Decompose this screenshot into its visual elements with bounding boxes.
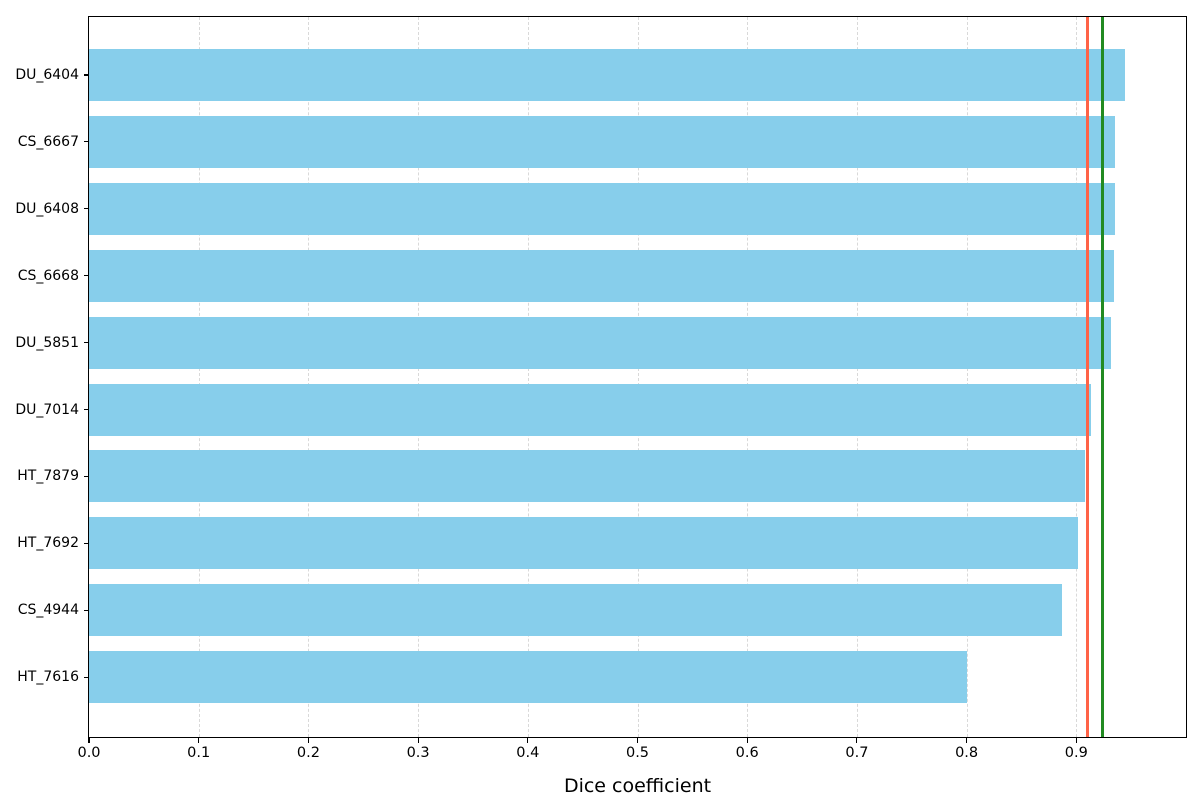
bar-DU_6408 (89, 182, 1115, 235)
y-tick-label-HT_7692: HT_7692 (17, 535, 79, 552)
y-tick-mark (84, 609, 89, 611)
x-tick-mark (636, 738, 639, 744)
x-tick-label-0.6: 0.6 (735, 745, 759, 761)
y-tick-mark (84, 408, 89, 411)
y-tick-mark (84, 141, 89, 143)
x-tick-label-0.1: 0.1 (187, 745, 211, 761)
x-tick-label-0.2: 0.2 (296, 745, 320, 761)
y-tick-mark (84, 342, 89, 344)
gridline-x-0.9 (1076, 17, 1078, 737)
x-tick-label-0.4: 0.4 (516, 745, 540, 761)
y-tick-mark (84, 74, 89, 76)
y-tick-label-DU_7014: DU_7014 (15, 401, 79, 418)
x-tick-mark (746, 738, 748, 744)
y-tick-label-DU_5851: DU_5851 (15, 334, 79, 351)
y-tick-label-HT_7879: HT_7879 (17, 468, 79, 485)
x-tick-label-0.8: 0.8 (955, 745, 979, 761)
gridline-x-0.6 (747, 17, 749, 737)
bar-DU_5851 (89, 316, 1112, 369)
x-tick-mark (856, 738, 858, 744)
x-tick-label-0.7: 0.7 (845, 745, 869, 761)
bar-CS_6667 (89, 115, 1115, 168)
bar-HT_7879 (89, 450, 1086, 503)
y-tick-label-DU_6404: DU_6404 (15, 67, 79, 83)
bar-CS_4944 (89, 584, 1063, 637)
y-tick-label-CS_6668: CS_6668 (17, 267, 79, 284)
y-tick-mark (84, 475, 89, 477)
gridline-x-0.3 (418, 17, 420, 737)
gridline-x-0.7 (856, 17, 858, 737)
x-tick-mark (966, 738, 968, 744)
x-tick-label-0.0: 0.0 (77, 745, 101, 761)
y-tick-mark (84, 275, 89, 277)
bar-HT_7692 (89, 517, 1079, 570)
x-tick-mark (417, 738, 419, 744)
gridline-x-0.1 (198, 17, 200, 737)
y-tick-label-CS_6667: CS_6667 (17, 133, 79, 150)
bar-CS_6668 (89, 249, 1114, 302)
bar-HT_7616 (89, 651, 967, 704)
gridline-x-0.4 (527, 17, 529, 737)
gridline-x-0.5 (637, 17, 639, 737)
y-tick-mark (84, 676, 89, 678)
bar-DU_6404 (89, 49, 1125, 101)
median-line (1101, 17, 1105, 737)
bar-DU_7014 (89, 383, 1091, 436)
y-tick-mark (84, 542, 89, 544)
x-tick-mark (307, 738, 309, 744)
y-tick-mark (84, 208, 89, 210)
x-tick-label-0.3: 0.3 (406, 745, 430, 761)
x-tick-mark (527, 738, 529, 744)
x-tick-label-0.5: 0.5 (625, 745, 650, 761)
gridline-x-0.2 (308, 17, 310, 737)
x-tick-mark (1075, 738, 1077, 744)
x-tick-mark (88, 738, 90, 744)
x-tick-mark (198, 738, 200, 744)
y-tick-label-CS_4944: CS_4944 (17, 602, 79, 619)
x-tick-label-0.9: 0.9 (1064, 745, 1088, 761)
y-tick-label-HT_7616: HT_7616 (17, 669, 79, 686)
mean-line (1085, 17, 1089, 737)
x-axis-title: Dice coefficient (563, 775, 712, 797)
gridline-x-0.8 (966, 17, 968, 737)
y-tick-label-DU_6408: DU_6408 (15, 200, 79, 217)
plot-area: DU_6404 CS_6667 DU_6408 CS_6668 DU_5851 DU_70… (15, 16, 1187, 796)
